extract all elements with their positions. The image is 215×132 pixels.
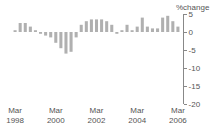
svg-text:-10: -10 xyxy=(189,64,201,73)
svg-text:Mar1998: Mar1998 xyxy=(6,106,24,125)
svg-text:-15: -15 xyxy=(189,82,201,91)
svg-text:Mar2004: Mar2004 xyxy=(128,106,146,125)
svg-text:-20: -20 xyxy=(189,100,201,109)
svg-text:Mar2002: Mar2002 xyxy=(88,106,106,125)
svg-text:5: 5 xyxy=(189,10,194,19)
svg-text:Mar2000: Mar2000 xyxy=(47,106,65,125)
svg-text:0: 0 xyxy=(189,28,194,37)
svg-text:%change: %change xyxy=(176,3,210,12)
svg-text:-5: -5 xyxy=(189,46,197,55)
svg-text:Mar2006: Mar2006 xyxy=(169,106,187,125)
